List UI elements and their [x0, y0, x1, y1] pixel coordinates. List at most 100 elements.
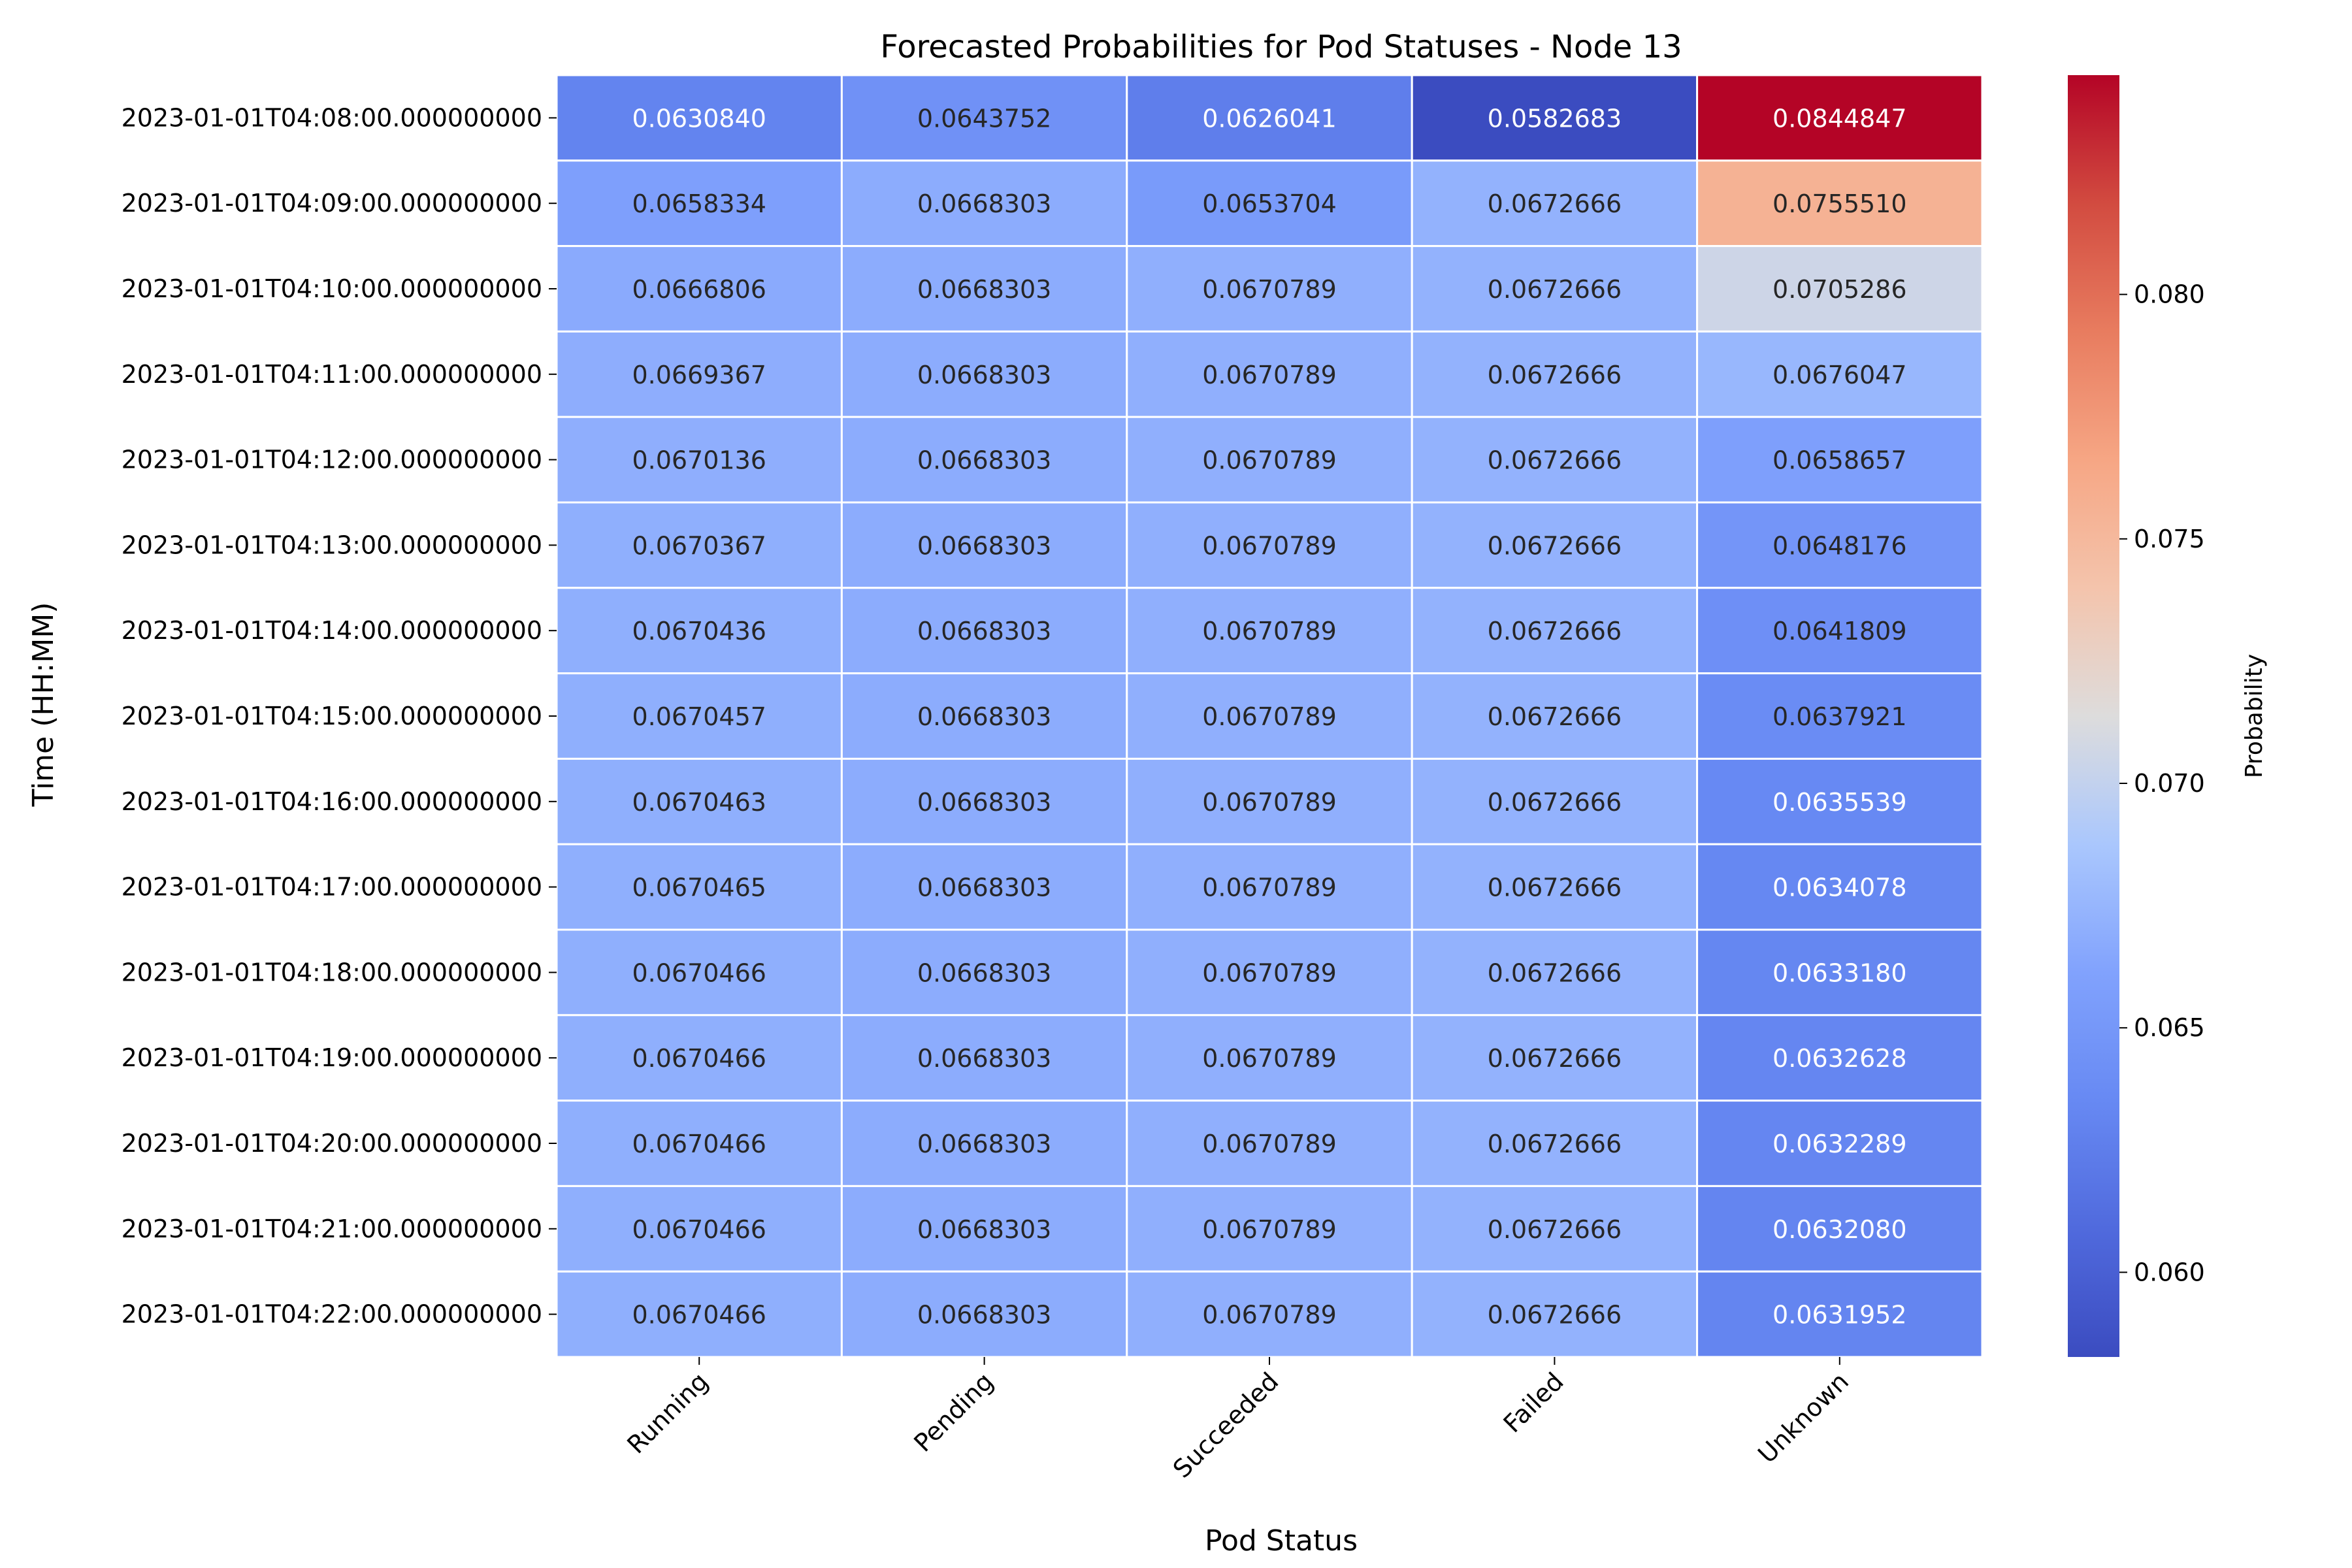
- heatmap-cell: [840, 1100, 1128, 1187]
- cell-value-label: 0.0643752: [917, 104, 1052, 133]
- heatmap-cell: [1126, 416, 1413, 504]
- cell-value-label: 0.0672666: [1488, 361, 1622, 389]
- cell-value-label: 0.0670789: [1202, 617, 1337, 645]
- cell-value-label: 0.0672666: [1488, 1301, 1622, 1330]
- heatmap-cell: [555, 330, 843, 418]
- heatmap-cell: [1696, 159, 1984, 248]
- heatmap-cell: [555, 757, 843, 845]
- y-tick-label: 2023-01-01T04:22:00.000000000: [122, 1300, 542, 1329]
- heatmap-cell: [555, 928, 843, 1017]
- cell-value-label: 0.0668303: [917, 874, 1052, 902]
- cell-value-label: 0.0632628: [1772, 1044, 1907, 1073]
- cell-value-label: 0.0755510: [1772, 189, 1907, 218]
- heatmap-cell: [1411, 245, 1699, 333]
- cell-value-label: 0.0634078: [1772, 874, 1907, 902]
- y-tick-label: 2023-01-01T04:09:00.000000000: [122, 189, 542, 218]
- heatmap-cell: [1696, 1184, 1984, 1273]
- cell-value-label: 0.0670466: [632, 1044, 766, 1073]
- heatmap-cell: [840, 843, 1128, 931]
- cell-value-label: 0.0670789: [1202, 788, 1337, 817]
- cell-value-labels: 0.0630840 0.0643752 0.0626041 0.0582683 0.08…: [632, 104, 1906, 1329]
- colorbar-tick-label: 0.070: [2134, 769, 2205, 798]
- cell-value-label: 0.0637921: [1772, 702, 1907, 731]
- cell-value-label: 0.0670136: [632, 446, 766, 475]
- y-tick-label: 2023-01-01T04:14:00.000000000: [122, 616, 542, 645]
- heatmap-cell: [1126, 843, 1413, 931]
- cell-value-label: 0.0670466: [632, 958, 766, 987]
- cell-value-label: 0.0670789: [1202, 874, 1337, 902]
- cell-value-label: 0.0672666: [1488, 446, 1622, 475]
- heatmap-cell: [1696, 1100, 1984, 1187]
- y-tick-label: 2023-01-01T04:12:00.000000000: [122, 446, 542, 474]
- colorbar-tick-label: 0.080: [2134, 280, 2205, 309]
- cell-value-label: 0.0670457: [632, 702, 766, 731]
- heatmap-cell: [1696, 501, 1984, 589]
- cell-value-label: 0.0670789: [1202, 1215, 1337, 1244]
- heatmap-cell: [555, 416, 843, 504]
- heatmap-cell: [840, 416, 1128, 504]
- heatmap-cell: [1126, 245, 1413, 333]
- y-tick-label: 2023-01-01T04:08:00.000000000: [122, 103, 542, 132]
- cell-value-label: 0.0670367: [632, 531, 766, 560]
- heatmap-cell: [1696, 757, 1984, 845]
- heatmap-cell: [1696, 587, 1984, 675]
- cell-value-label: 0.0672666: [1488, 1130, 1622, 1158]
- cell-value-label: 0.0669367: [632, 361, 766, 389]
- y-tick-labels: 2023-01-01T04:08:00.000000000 2023-01-01T…: [122, 103, 557, 1329]
- y-tick-label: 2023-01-01T04:11:00.000000000: [122, 360, 542, 389]
- heatmap-cell: [1696, 928, 1984, 1017]
- heatmap-cell: [1126, 1014, 1413, 1102]
- cell-value-label: 0.0626041: [1202, 104, 1337, 133]
- cell-value-label: 0.0668303: [917, 189, 1052, 218]
- heatmap-cell: [1696, 1270, 1984, 1358]
- cell-value-label: 0.0670466: [632, 1301, 766, 1330]
- x-axis-label: Pod Status: [1205, 1524, 1358, 1558]
- heatmap-cell: [1126, 672, 1413, 760]
- cell-value-label: 0.0668303: [917, 531, 1052, 560]
- cell-value-label: 0.0670789: [1202, 361, 1337, 389]
- heatmap-cell: [1411, 159, 1699, 248]
- cell-value-label: 0.0666806: [632, 275, 766, 304]
- cell-value-label: 0.0668303: [917, 788, 1052, 817]
- heatmap-cell: [555, 74, 843, 162]
- cell-value-label: 0.0672666: [1488, 189, 1622, 218]
- cell-value-label: 0.0670789: [1202, 958, 1337, 987]
- colorbar-tick-label: 0.075: [2134, 525, 2205, 553]
- cell-value-label: 0.0672666: [1488, 617, 1622, 645]
- cell-value-label: 0.0658334: [632, 189, 766, 218]
- heatmap-cell: [1126, 159, 1413, 248]
- cell-value-label: 0.0670463: [632, 788, 766, 817]
- heatmap-cell: [1411, 843, 1699, 931]
- cell-value-label: 0.0672666: [1488, 275, 1622, 304]
- heatmap-cell: [1126, 1270, 1413, 1358]
- heatmap-cell: [840, 74, 1128, 162]
- cell-value-label: 0.0672666: [1488, 958, 1622, 987]
- cell-value-label: 0.0670789: [1202, 702, 1337, 731]
- y-tick-label: 2023-01-01T04:16:00.000000000: [122, 787, 542, 816]
- heatmap-cell: [1411, 1184, 1699, 1273]
- cell-value-label: 0.0670789: [1202, 446, 1337, 475]
- cell-value-label: 0.0630840: [632, 104, 766, 133]
- cell-value-label: 0.0670789: [1202, 1301, 1337, 1330]
- colorbar: [2068, 75, 2119, 1357]
- cell-value-label: 0.0668303: [917, 702, 1052, 731]
- cell-value-label: 0.0668303: [917, 275, 1052, 304]
- cell-value-label: 0.0670466: [632, 1130, 766, 1158]
- chart-title: Forecasted Probabilities for Pod Statuse…: [880, 29, 1682, 65]
- heatmap-cell: [555, 1014, 843, 1102]
- heatmap-cell: [840, 245, 1128, 333]
- heatmap-cell: [1126, 1100, 1413, 1187]
- cell-value-label: 0.0631952: [1772, 1301, 1907, 1330]
- cell-value-label: 0.0670465: [632, 874, 766, 902]
- heatmap-cell: [840, 159, 1128, 248]
- heatmap-cell: [555, 672, 843, 760]
- heatmap-cell: [1411, 1014, 1699, 1102]
- cell-value-label: 0.0668303: [917, 1130, 1052, 1158]
- heatmap-cell: [1696, 330, 1984, 418]
- cell-value-label: 0.0632289: [1772, 1130, 1907, 1158]
- cell-value-label: 0.0633180: [1772, 958, 1907, 987]
- colorbar-ticks: 0.060 0.065 0.070 0.075 0.080: [2119, 280, 2205, 1286]
- heatmap-cells: [555, 74, 1984, 1358]
- cell-value-label: 0.0668303: [917, 446, 1052, 475]
